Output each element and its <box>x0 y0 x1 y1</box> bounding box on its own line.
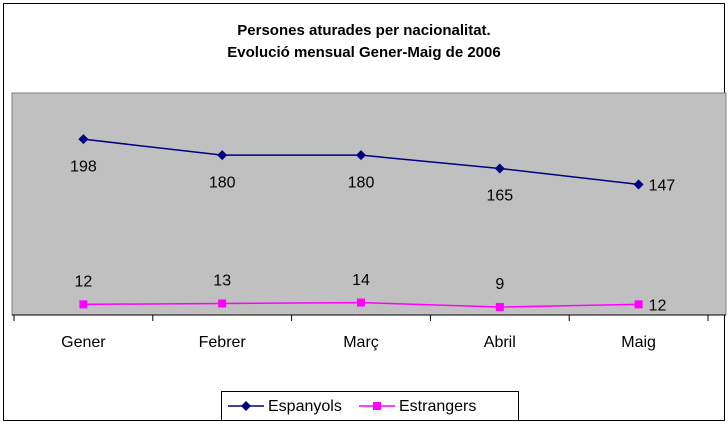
marker <box>634 300 643 309</box>
data-label: 165 <box>486 188 513 205</box>
legend-label: Estrangers <box>399 398 476 415</box>
marker <box>218 299 227 308</box>
x-tick-label: Abril <box>484 334 516 351</box>
data-label: 180 <box>348 174 375 191</box>
x-tick-label: Maig <box>621 334 656 351</box>
data-label: 198 <box>70 158 97 175</box>
marker <box>495 303 504 312</box>
data-label: 147 <box>649 178 676 195</box>
marker <box>633 179 644 190</box>
marker <box>357 298 365 307</box>
x-tick-label: Febrer <box>199 334 247 351</box>
marker <box>79 300 88 309</box>
chart-title: Persones aturades per nacionalitat. <box>237 22 490 39</box>
marker <box>241 401 251 411</box>
data-label: 12 <box>75 274 93 291</box>
data-label: 180 <box>209 174 236 191</box>
legend-label: Espanyols <box>268 398 342 415</box>
x-tick-label: Març <box>343 334 379 351</box>
data-label: 9 <box>495 276 504 293</box>
x-tick-label: Gener <box>61 334 106 351</box>
marker <box>356 150 366 161</box>
data-label: 13 <box>213 273 231 290</box>
marker <box>494 163 505 174</box>
data-label: 14 <box>352 272 370 289</box>
marker <box>217 150 228 161</box>
marker <box>78 134 89 145</box>
marker <box>373 402 381 410</box>
chart-title: Evolució mensual Gener-Maig de 2006 <box>227 44 500 61</box>
data-label: 12 <box>649 298 667 315</box>
plot-area <box>11 92 727 316</box>
